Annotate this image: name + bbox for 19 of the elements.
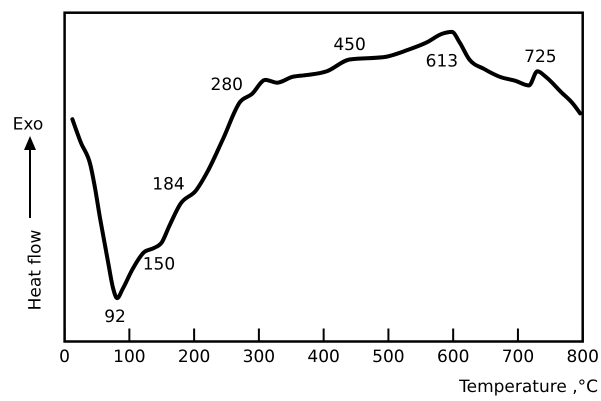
text: Exo bbox=[12, 114, 44, 135]
annotation: 450 bbox=[333, 35, 366, 56]
x-tick-label: 200 bbox=[178, 347, 210, 367]
y-axis-title: Heat flow bbox=[26, 230, 46, 310]
annotation: 92 bbox=[104, 306, 126, 327]
x-tick-label: 600 bbox=[436, 347, 470, 367]
annotation: 725 bbox=[524, 46, 557, 67]
x-tick-label: 100 bbox=[113, 347, 146, 367]
x-tick-label: 300 bbox=[242, 347, 276, 367]
x-tick-label: 500 bbox=[372, 347, 405, 367]
annotation: 280 bbox=[210, 74, 243, 95]
annotation: 184 bbox=[152, 174, 185, 194]
annotation: 613 bbox=[426, 52, 458, 72]
x-axis-title: Temperature ,°C bbox=[458, 377, 598, 397]
x-tick-label: 400 bbox=[307, 347, 340, 367]
x-tick-label: 0 bbox=[59, 347, 70, 367]
annotation: 150 bbox=[142, 254, 176, 275]
x-tick-label: 700 bbox=[502, 347, 534, 367]
x-tick-label: 800 bbox=[566, 347, 599, 367]
